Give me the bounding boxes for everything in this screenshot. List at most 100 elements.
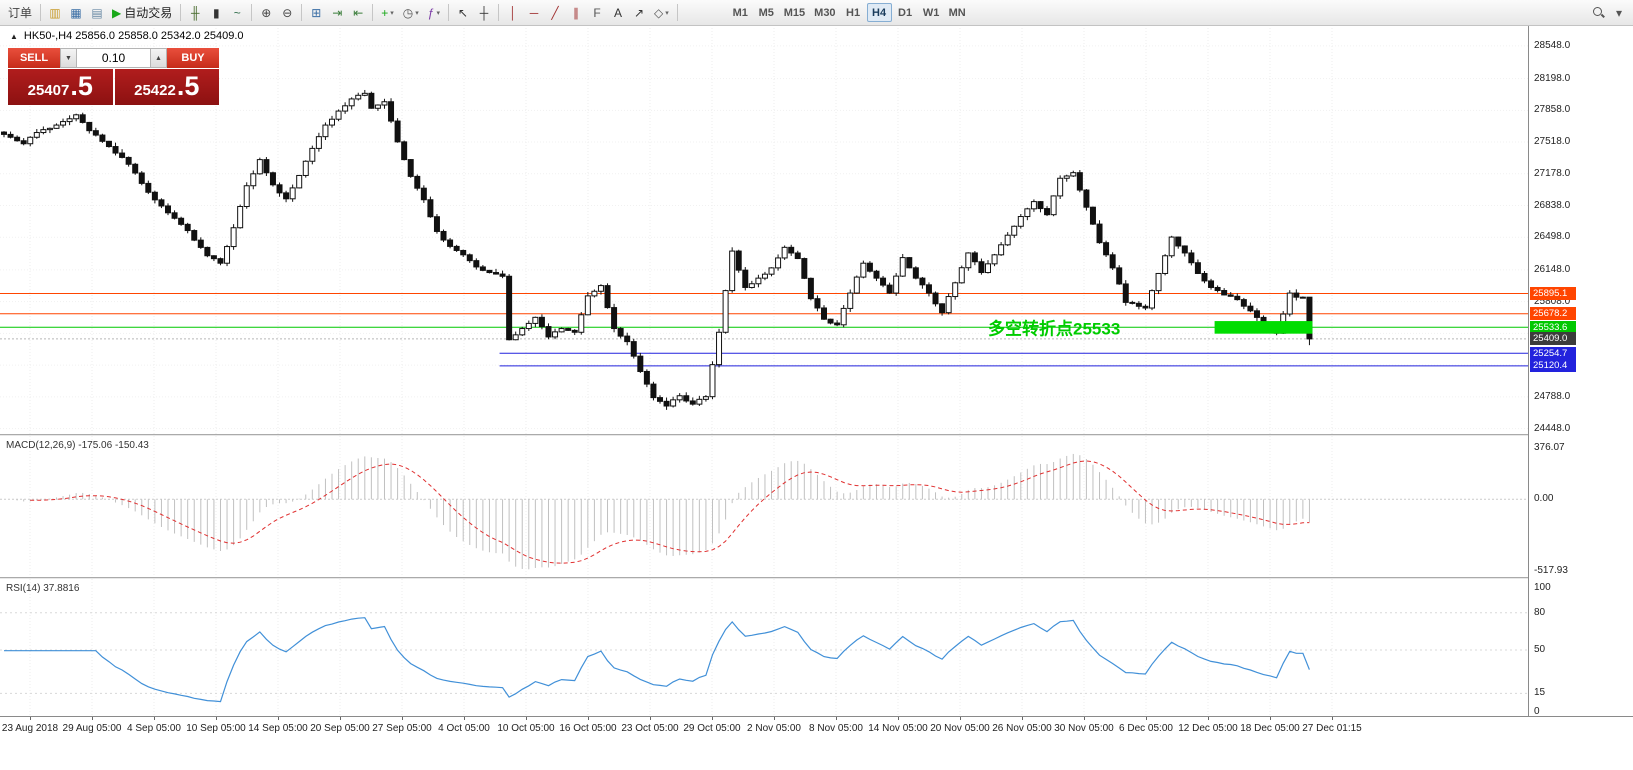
- time-axis-label: 29 Oct 05:00: [683, 723, 741, 734]
- candle: [552, 328, 559, 340]
- crosshair-icon[interactable]: ┼: [474, 3, 494, 23]
- candle: [105, 140, 112, 148]
- timeframe-m15[interactable]: M15: [783, 6, 806, 19]
- pane-separator[interactable]: [0, 577, 1633, 579]
- candle: [716, 328, 723, 368]
- zoom-out-icon[interactable]: ⊖: [277, 3, 297, 23]
- trendline-icon[interactable]: ╱: [545, 3, 565, 23]
- chart-shift-icon[interactable]: ⇤: [348, 3, 368, 23]
- toolbar-overflow-icon[interactable]: ▾: [1609, 3, 1629, 23]
- price-axis-label: 24788.0: [1534, 390, 1571, 402]
- buy-price-display[interactable]: 25422.5: [114, 69, 219, 105]
- macd-axis-label: 376.07: [1534, 441, 1565, 453]
- candle: [506, 274, 513, 341]
- candle: [945, 293, 952, 315]
- candle: [866, 261, 873, 273]
- fibonacci-icon[interactable]: F: [587, 3, 607, 23]
- volume-increase-button[interactable]: ▲: [150, 48, 167, 68]
- timeframe-mn[interactable]: MN: [948, 6, 966, 19]
- time-axis[interactable]: 23 Aug 2018 29 Aug 05:00 4 Sep 05:00 10 Sep…: [0, 716, 1633, 742]
- candle: [991, 253, 998, 267]
- buy-button[interactable]: BUY: [167, 48, 219, 68]
- candle: [807, 277, 814, 301]
- new-order-button[interactable]: 订单: [8, 6, 33, 20]
- time-axis-label: 4 Sep 05:00: [127, 723, 181, 734]
- timeframe-m30[interactable]: M30: [814, 6, 836, 19]
- chart-annotation-text[interactable]: 多空转折点25533: [988, 319, 1120, 339]
- arrow-tool-icon[interactable]: ↗: [629, 3, 649, 23]
- candle: [1004, 232, 1011, 247]
- horizontal-line-icon[interactable]: ─: [524, 3, 544, 23]
- time-tick: [216, 717, 217, 720]
- time-axis-label: 10 Oct 05:00: [497, 723, 555, 734]
- charts-cascade-icon[interactable]: ▥: [45, 3, 65, 23]
- candle: [834, 320, 841, 327]
- rsi-indicator-label: RSI(14) 37.8816: [6, 583, 80, 594]
- candle: [1050, 195, 1057, 217]
- cursor-icon[interactable]: ↖: [453, 3, 473, 23]
- timeframe-d1[interactable]: D1: [898, 6, 913, 19]
- equidistant-channel-icon-glyph: ∥: [573, 5, 579, 20]
- candle: [1109, 252, 1116, 270]
- candle: [407, 159, 414, 178]
- time-tick: [340, 717, 341, 720]
- price-axis[interactable]: 28548.0 28198.0 27858.0 27518.0 27178.0 26838…: [1528, 26, 1633, 717]
- volume-input[interactable]: [77, 49, 150, 67]
- candle: [191, 229, 198, 242]
- price-chart-pane[interactable]: 多空转折点25533: [0, 28, 1528, 434]
- line-chart-icon[interactable]: ~: [227, 3, 247, 23]
- bar-chart-icon[interactable]: ╫: [185, 3, 205, 23]
- candle: [178, 216, 185, 226]
- time-tick: [712, 717, 713, 720]
- profiles-dropdown[interactable]: ◷ ▾: [399, 3, 423, 23]
- timeframe-m5[interactable]: M5: [758, 6, 774, 19]
- market-watch-icon[interactable]: ▦: [66, 3, 86, 23]
- shapes-dropdown[interactable]: ◇ ▾: [650, 3, 673, 23]
- autotrading-button[interactable]: ▶ 自动交易: [108, 3, 176, 23]
- candle: [112, 142, 119, 156]
- rsi-axis-label: 0: [1534, 706, 1540, 717]
- candle: [1240, 297, 1247, 310]
- timeframe-w1[interactable]: W1: [922, 6, 940, 19]
- price-tag: 25254.7: [1530, 346, 1576, 360]
- timeframe-h1[interactable]: H1: [846, 6, 861, 19]
- candle: [256, 157, 263, 175]
- auto-scroll-icon[interactable]: ⇥: [327, 3, 347, 23]
- timeframe-h4[interactable]: H4: [866, 3, 892, 22]
- macd-pane[interactable]: [0, 436, 1528, 577]
- candle: [1122, 280, 1129, 306]
- candle: [906, 257, 913, 269]
- sell-button[interactable]: SELL: [8, 48, 60, 68]
- candle: [768, 267, 775, 277]
- pane-separator[interactable]: [0, 434, 1633, 436]
- sell-price-display[interactable]: 25407.5: [8, 69, 113, 105]
- candle: [355, 92, 362, 101]
- text-label-icon-glyph: A: [613, 5, 622, 20]
- rsi-pane[interactable]: [0, 579, 1528, 716]
- time-axis-label: 30 Nov 05:00: [1054, 723, 1114, 734]
- new-chart-dropdown[interactable]: + ▾: [377, 3, 398, 23]
- auto-scroll-icon-glyph: ⇥: [332, 5, 343, 20]
- vertical-line-icon[interactable]: │: [503, 3, 523, 23]
- candle: [1234, 293, 1241, 301]
- volume-decrease-button[interactable]: ▼: [60, 48, 77, 68]
- data-window-icon[interactable]: ▤: [87, 3, 107, 23]
- symbol-search-icon[interactable]: [1588, 3, 1608, 23]
- grid: [0, 28, 1528, 434]
- zoom-in-icon[interactable]: ⊕: [256, 3, 276, 23]
- highlight-rectangle[interactable]: [1214, 321, 1313, 334]
- indicators-dropdown[interactable]: ƒ ▾: [424, 3, 444, 23]
- candle: [40, 126, 47, 135]
- candlestick-chart-icon[interactable]: ▮: [206, 3, 226, 23]
- candle: [1017, 214, 1024, 229]
- candle: [1129, 300, 1136, 305]
- tile-windows-icon[interactable]: ⊞: [306, 3, 326, 23]
- time-axis-label: 14 Nov 05:00: [868, 723, 928, 734]
- trade-panel-collapse-icon[interactable]: ▲: [10, 31, 18, 41]
- candle: [283, 190, 290, 203]
- equidistant-channel-icon[interactable]: ∥: [566, 3, 586, 23]
- text-label-icon[interactable]: A: [608, 3, 628, 23]
- candle: [801, 257, 808, 280]
- candle: [637, 352, 644, 373]
- timeframe-m1[interactable]: M1: [732, 6, 748, 19]
